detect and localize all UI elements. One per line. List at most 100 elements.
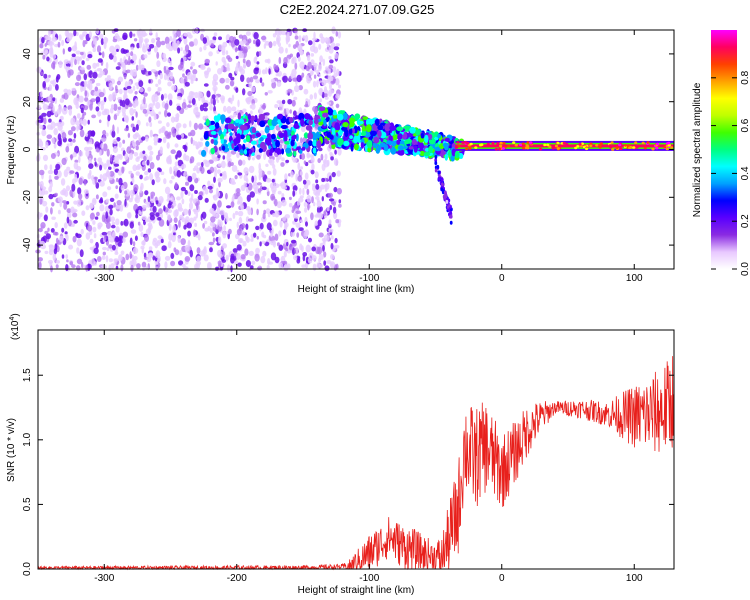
noise-blob [305,65,310,72]
signal-blob [237,112,241,120]
noise-blob [184,244,190,252]
noise-blob [50,228,55,233]
signal-blob [316,140,322,149]
noise-blob [147,145,153,151]
signal-blob [313,133,321,139]
noise-blob [241,159,246,166]
noise-blob [63,169,69,178]
noise-blob [326,101,332,105]
signal-blob [324,138,328,144]
noise-blob [314,108,318,115]
noise-blob [187,104,192,108]
spectrogram-x-label: Height of straight line (km) [298,284,415,295]
noise-blob [276,100,282,104]
noise-blob [99,204,105,212]
noise-blob [322,245,325,252]
x-tick-label: -200 [227,273,247,284]
noise-blob [335,263,339,270]
noise-blob [41,112,47,117]
noise-blob [326,37,331,45]
noise-blob [47,29,51,37]
noise-blob [164,103,169,110]
noise-blob [310,53,315,57]
noise-blob [266,265,270,270]
noise-blob [323,234,330,242]
signal-blob [210,147,215,155]
noise-blob [129,221,134,229]
noise-blob [210,216,216,223]
signal-blob [585,147,589,151]
noise-blob [45,35,49,39]
noise-blob [175,116,179,123]
noise-blob [155,101,161,110]
noise-blob [333,186,338,193]
noise-blob [50,207,53,215]
noise-blob [238,216,243,225]
noise-blob [143,96,146,105]
noise-blob [115,204,121,210]
noise-blob [190,77,193,82]
noise-blob [303,88,309,95]
noise-blob [272,40,277,47]
noise-blob [94,86,99,92]
signal-blob [203,132,208,140]
noise-blob [327,148,331,152]
signal-blob [391,146,396,155]
noise-blob [83,179,87,186]
noise-blob [109,208,113,216]
noise-blob [164,186,171,195]
noise-blob [89,212,95,220]
noise-blob [75,233,79,237]
noise-blob [272,164,276,169]
noise-blob [247,208,252,215]
noise-blob [46,110,52,118]
signal-blob [419,150,425,156]
noise-blob [324,153,328,160]
noise-blob [93,91,99,96]
noise-blob [61,227,65,233]
noise-blob [255,247,260,254]
noise-blob [48,175,52,181]
noise-blob [74,82,80,87]
noise-blob [120,48,126,54]
noise-blob [54,175,59,180]
noise-blob [185,181,189,186]
noise-blob [319,98,323,103]
noise-blob [292,77,298,82]
noise-blob [208,51,213,57]
noise-blob [282,186,288,190]
noise-blob [263,152,267,160]
noise-blob [121,62,126,68]
signal-blob [396,139,401,145]
noise-blob [123,74,127,80]
noise-blob [42,103,49,111]
noise-blob [212,73,219,82]
noise-blob [278,244,284,251]
noise-blob [264,92,268,96]
noise-blob [157,262,161,268]
noise-blob [221,51,226,56]
signal-blob [361,131,367,136]
noise-blob [217,236,222,245]
noise-blob [169,196,174,202]
noise-blob [289,171,294,178]
signal-blob [428,145,434,154]
noise-blob [315,179,319,184]
noise-blob [320,153,324,161]
signal-blob [375,118,380,127]
noise-blob [167,240,172,249]
noise-blob [126,61,131,66]
noise-blob [148,71,152,76]
noise-blob [106,148,110,157]
noise-blob [130,229,137,235]
noise-blob [291,99,296,107]
signal-blob [362,116,369,120]
noise-blob [51,137,55,144]
noise-blob [77,187,82,195]
noise-blob [331,171,336,178]
noise-blob [232,194,235,200]
noise-blob [110,263,115,269]
signal-blob [243,139,247,143]
noise-blob [76,74,82,82]
noise-blob [45,206,49,213]
